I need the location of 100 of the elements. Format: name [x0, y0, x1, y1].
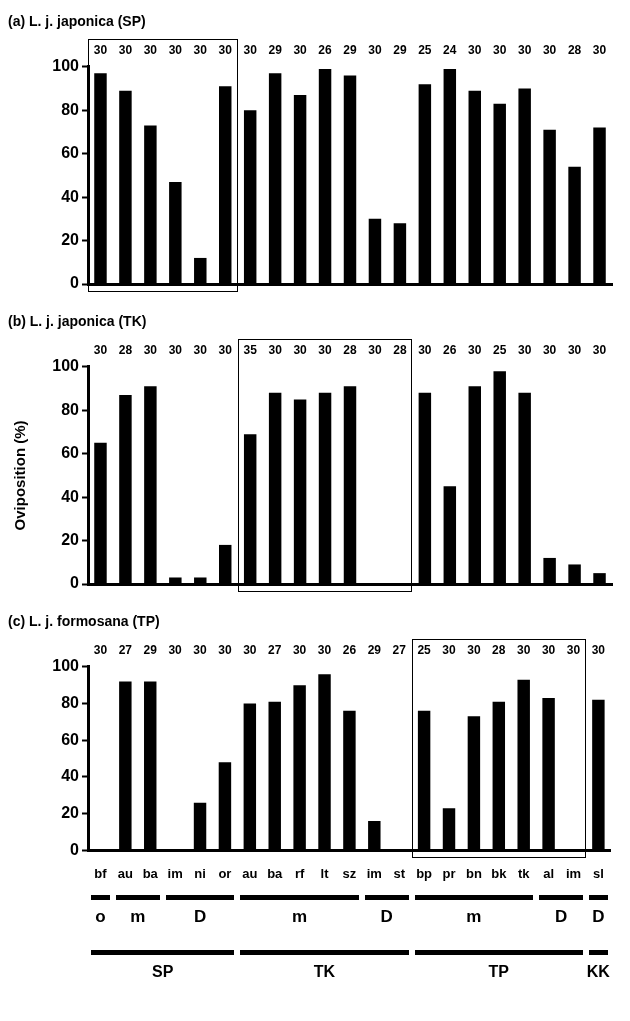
text: 30	[217, 342, 233, 357]
text: 26	[317, 42, 333, 57]
x-tick-label: rf	[294, 865, 305, 881]
text: 30	[367, 42, 383, 57]
text: 30	[591, 42, 608, 57]
text: 30	[292, 342, 308, 357]
text: m	[291, 907, 309, 928]
text: 30	[516, 342, 533, 357]
text: 30	[565, 642, 582, 657]
text: 30	[467, 42, 483, 57]
text: 30	[516, 42, 533, 57]
text: 26	[442, 342, 458, 357]
text: D	[591, 907, 606, 928]
x-tick-label: im	[167, 865, 183, 881]
text: 30	[590, 642, 607, 657]
text: 30	[267, 342, 283, 357]
x-tick-label: st	[393, 865, 406, 881]
y-tick-label: 60	[61, 730, 80, 748]
text: 27	[267, 642, 283, 657]
chart-title: (b) L. j. japonica (TK)	[8, 313, 147, 330]
text: 35	[242, 342, 258, 357]
x-tick-label: au	[242, 865, 258, 881]
x-tick-label: al	[543, 865, 555, 881]
text: D	[192, 907, 208, 928]
text: 30	[192, 642, 208, 657]
text: TP	[487, 962, 510, 983]
text: 30	[566, 342, 583, 357]
text: 30	[516, 642, 532, 657]
text: 30	[192, 42, 208, 57]
x-tick-label: im	[565, 865, 582, 881]
x-tick-label: sl	[592, 865, 604, 881]
chart-title: (c) L. j. formosana (TP)	[8, 613, 160, 630]
x-tick-label: bp	[416, 865, 433, 881]
text: 30	[467, 342, 483, 357]
text: o	[94, 907, 107, 928]
text: KK	[585, 962, 611, 983]
x-tick-label: tk	[517, 865, 531, 881]
text: 30	[92, 642, 109, 657]
x-tick-label: bf	[94, 865, 108, 881]
text: 30	[242, 42, 258, 57]
text: 30	[291, 642, 308, 657]
y-tick-label: 20	[61, 230, 80, 248]
text: 28	[566, 42, 583, 57]
text: 28	[117, 342, 134, 357]
y-tick-label: 0	[70, 574, 80, 592]
text: SP	[151, 962, 175, 983]
text: 30	[441, 642, 457, 657]
text: 30	[167, 342, 183, 357]
text: 30	[192, 342, 208, 357]
text: 30	[217, 642, 233, 657]
text: D	[553, 907, 569, 928]
text: 26	[341, 642, 358, 657]
text: m	[465, 907, 483, 928]
text: 29	[142, 642, 158, 657]
text: 30	[292, 42, 308, 57]
x-tick-label: lt	[320, 865, 330, 881]
y-tick-label: 60	[61, 144, 80, 162]
text: 30	[541, 342, 558, 357]
text: 29	[267, 42, 283, 57]
text: 30	[540, 642, 557, 657]
y-axis-title: Oviposition (%)	[11, 420, 29, 531]
y-tick-label: 40	[61, 767, 80, 785]
text: 30	[92, 342, 109, 357]
y-tick-label: 100	[52, 357, 80, 375]
x-tick-label: ba	[267, 865, 284, 881]
y-tick-label: 20	[61, 530, 80, 548]
text: 25	[416, 642, 432, 657]
y-tick-label: 20	[61, 804, 80, 822]
text: 30	[92, 42, 109, 57]
text: 28	[392, 342, 408, 357]
text: 30	[316, 642, 333, 657]
text: 28	[491, 642, 507, 657]
chart-title: (a) L. j. japonica (SP)	[8, 13, 146, 30]
x-tick-label: or	[218, 865, 232, 881]
x-tick-label: sz	[342, 865, 357, 881]
text: TK	[312, 962, 337, 983]
text: 29	[342, 42, 358, 57]
text: 30	[541, 42, 558, 57]
y-tick-label: 80	[61, 100, 80, 118]
text: 30	[367, 342, 383, 357]
text: 25	[417, 42, 433, 57]
text: 27	[117, 642, 133, 657]
text: 27	[391, 642, 407, 657]
x-tick-label: pr	[442, 865, 456, 881]
text: 29	[392, 42, 408, 57]
text: 30	[117, 42, 134, 57]
text: 28	[342, 342, 358, 357]
text: D	[379, 907, 394, 928]
y-tick-label: 80	[61, 693, 80, 711]
text: 30	[142, 42, 159, 57]
y-tick-label: 80	[61, 400, 80, 418]
y-tick-label: 40	[61, 187, 80, 205]
x-tick-label: im	[366, 865, 382, 881]
text: 29	[366, 642, 382, 657]
text: 24	[442, 42, 458, 57]
y-tick-label: 100	[52, 657, 80, 675]
text: 30	[142, 342, 159, 357]
y-tick-label: 60	[61, 444, 80, 462]
text: 30	[492, 42, 508, 57]
text: 30	[317, 342, 333, 357]
